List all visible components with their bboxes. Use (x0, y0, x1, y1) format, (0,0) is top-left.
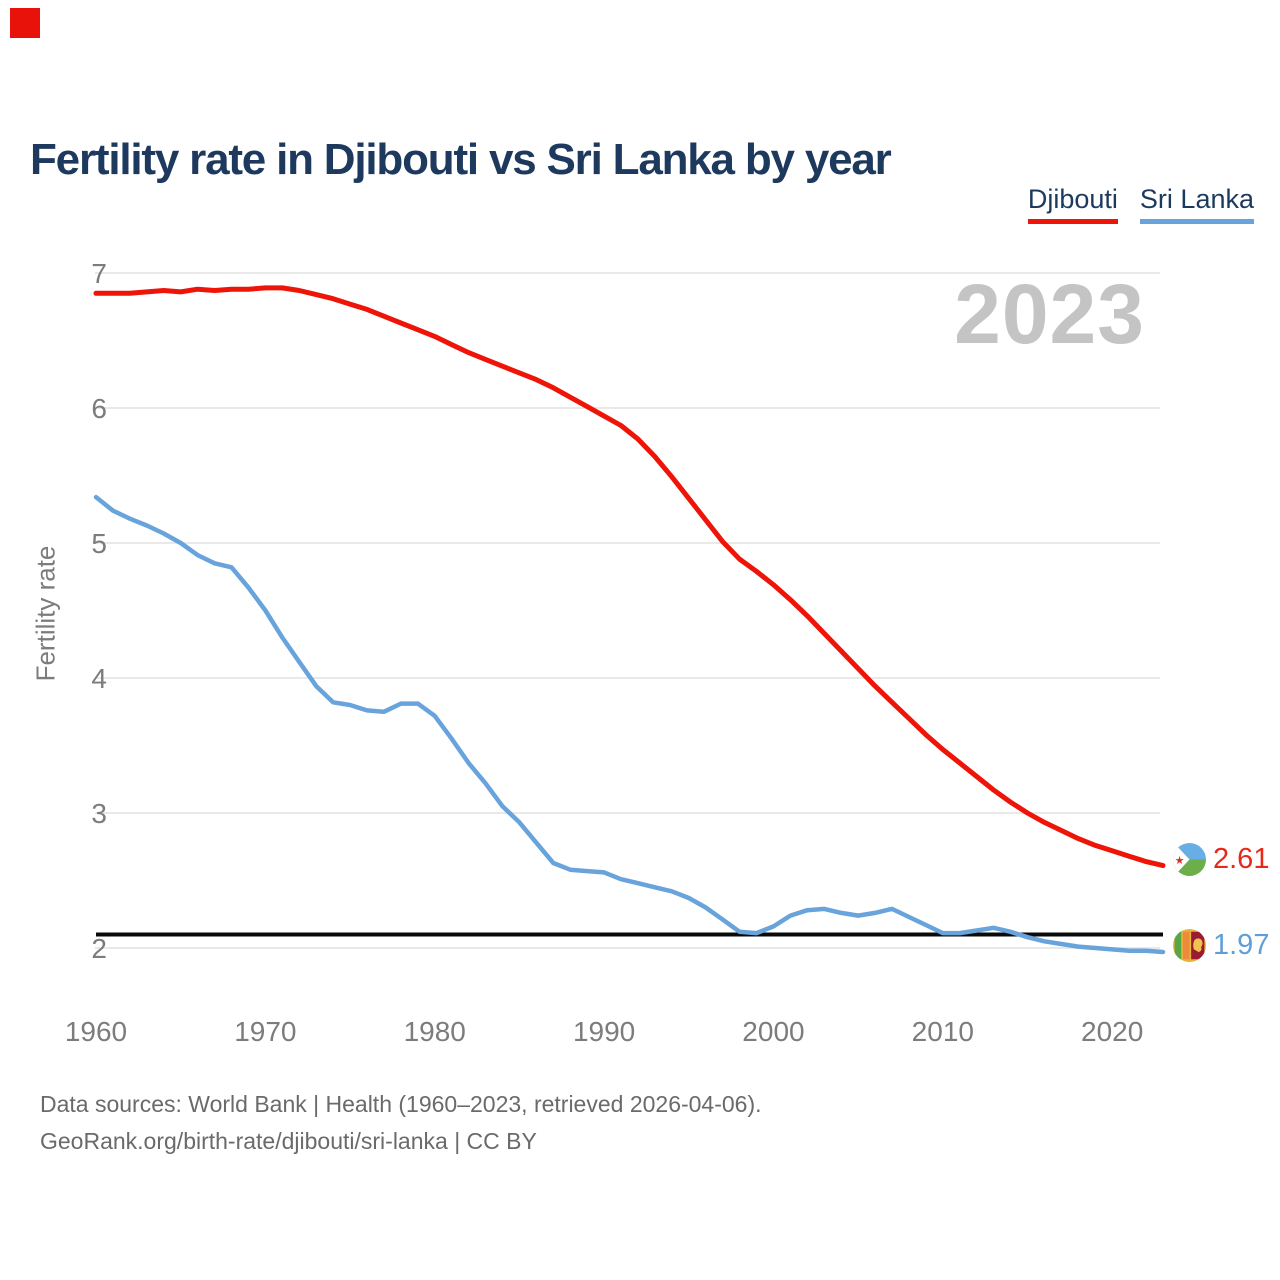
y-axis-title: Fertility rate (30, 545, 61, 682)
watermark-year: 2023 (954, 267, 1145, 361)
end-label-djibouti: ★ 2.61 (1173, 843, 1269, 876)
x-tick-label-1970: 1970 (234, 1016, 296, 1047)
footer-data-sources: Data sources: World Bank | Health (1960–… (40, 1091, 762, 1117)
y-tick-label-2: 2 (91, 933, 107, 964)
y-tick-label-5: 5 (91, 528, 107, 559)
legend-item-sri-lanka[interactable]: Sri Lanka (1139, 184, 1254, 224)
legend: Djibouti Sri Lanka (1027, 184, 1254, 224)
sri-lanka-end-value: 1.97 (1213, 929, 1270, 961)
end-label-sri-lanka: 1.97 (1173, 929, 1269, 962)
djibouti-end-value: 2.61 (1213, 843, 1270, 875)
corner-red-marker (10, 8, 40, 38)
page-title: Fertility rate in Djibouti vs Sri Lanka … (30, 135, 892, 185)
x-tick-label-1990: 1990 (573, 1016, 635, 1047)
y-tick-label-7: 7 (91, 258, 107, 289)
svg-text:★: ★ (1175, 855, 1185, 867)
footer-source-url: GeoRank.org/birth-rate/djibouti/sri-lank… (40, 1128, 537, 1154)
x-tick-label-2010: 2010 (912, 1016, 974, 1047)
y-tick-label-6: 6 (91, 393, 107, 424)
footer: Data sources: World Bank | Health (1960–… (40, 1086, 762, 1160)
series-line-djibouti (93, 285, 1166, 869)
djibouti-flag-icon: ★ (1173, 843, 1206, 876)
x-tick-label-1960: 1960 (65, 1016, 127, 1047)
x-tick-label-2020: 2020 (1081, 1016, 1143, 1047)
legend-item-djibouti[interactable]: Djibouti (1027, 184, 1118, 224)
sri-lanka-flag-icon (1173, 929, 1206, 962)
x-tick-label-2000: 2000 (742, 1016, 804, 1047)
x-tick-label-1980: 1980 (404, 1016, 466, 1047)
y-tick-label-3: 3 (91, 798, 107, 829)
y-tick-label-4: 4 (91, 663, 107, 694)
series-line-sri-lanka (93, 494, 1166, 955)
